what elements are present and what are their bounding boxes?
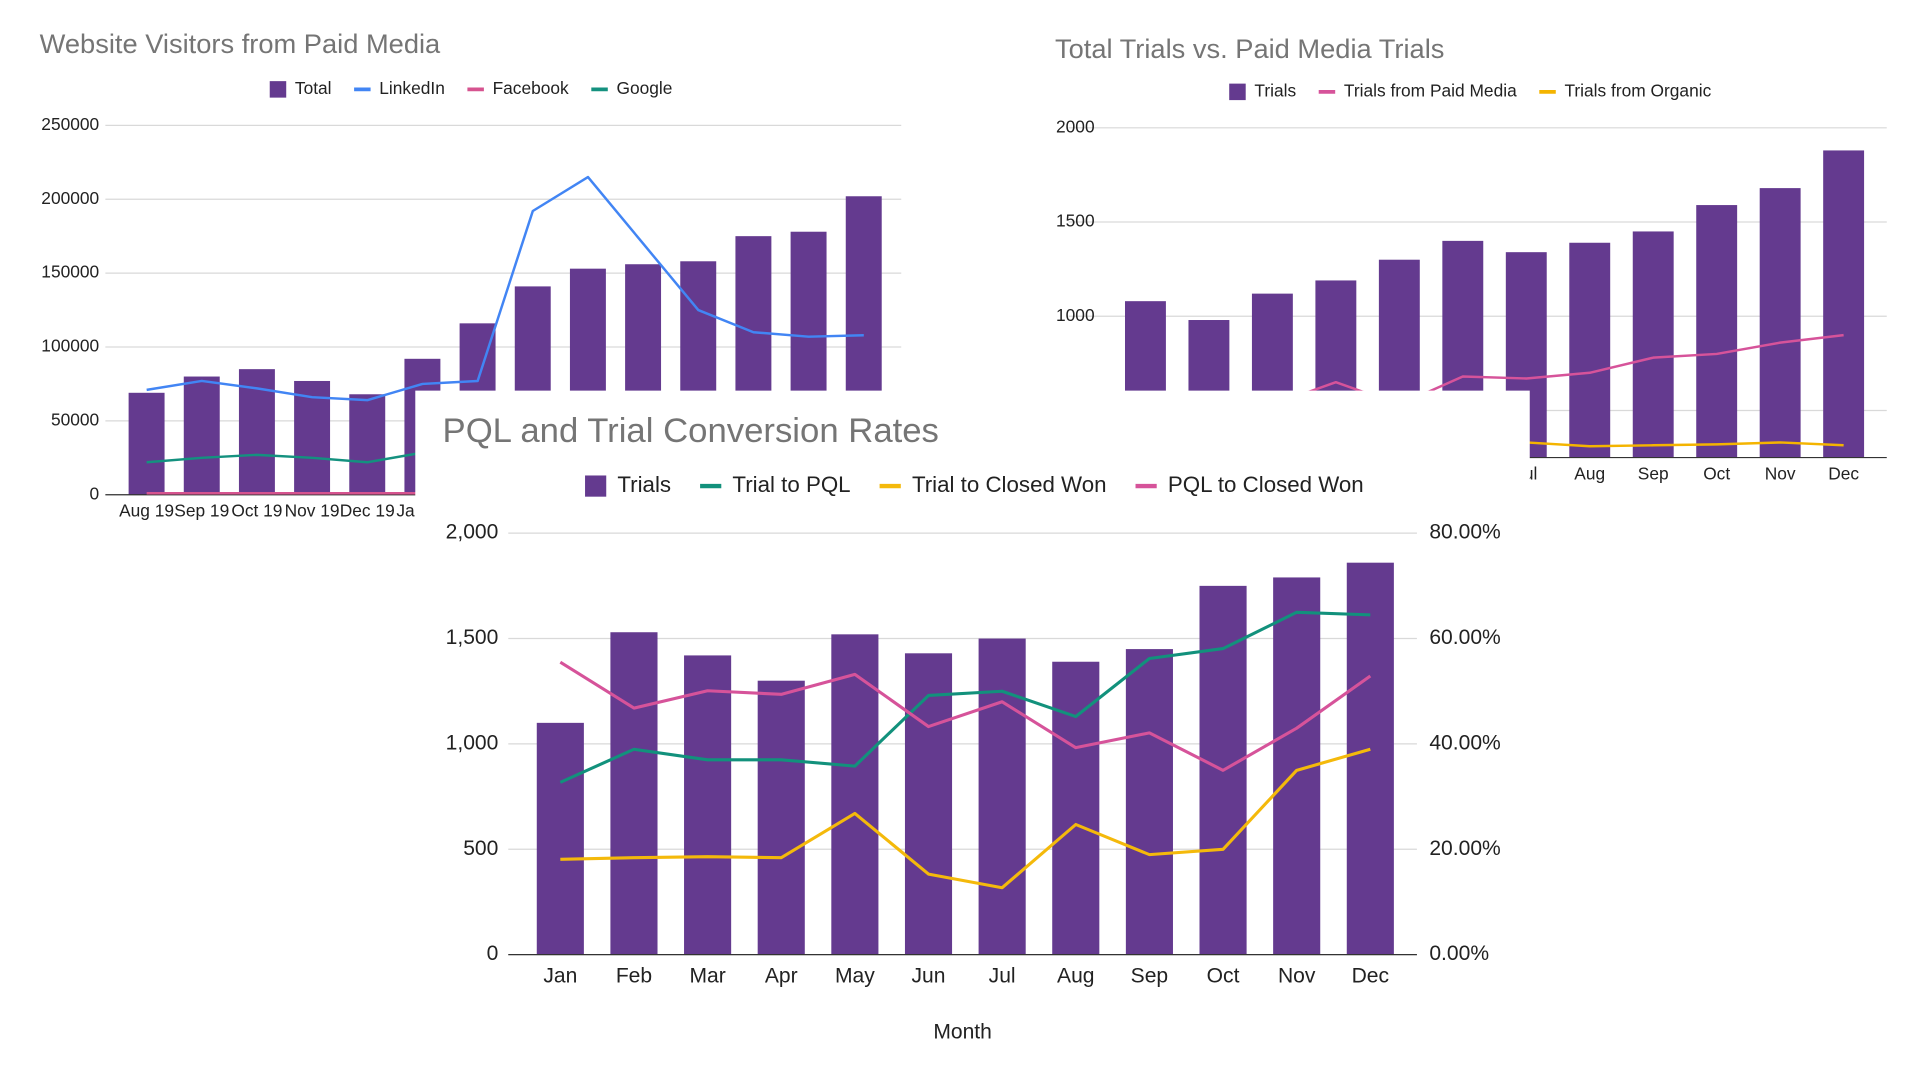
y2-tick-label: 0.00% [1429, 942, 1489, 965]
bar [978, 638, 1026, 955]
y-tick-label: 2,000 [446, 521, 499, 544]
bar [757, 680, 805, 955]
y-tick-label: 250000 [41, 114, 99, 134]
legend: Trials Trials from Paid Media Trials from … [1229, 80, 1712, 101]
x-tick-label: Sep 19 [174, 501, 229, 521]
legend-label: LinkedIn [379, 78, 445, 98]
x-tick-label: Dec [1828, 463, 1859, 483]
y-tick-label: 100000 [41, 336, 99, 356]
bar [294, 380, 331, 495]
x-tick-label: Jun [912, 965, 946, 988]
legend-label: Trial to PQL [732, 472, 850, 497]
x-tick-label: Oct [1703, 463, 1730, 483]
legend-label: Facebook [493, 78, 569, 98]
x-tick-label: Aug 19 [119, 501, 174, 521]
x-tick-label: Jul [989, 965, 1016, 988]
chart-title: Website Visitors from Paid Media [40, 28, 441, 59]
legend-label: Trials from Organic [1564, 80, 1711, 100]
line-series [560, 747, 1371, 890]
x-tick-label: Apr [765, 965, 798, 988]
bar [1696, 205, 1738, 458]
y-tick-label: 0 [487, 942, 499, 965]
y-tick-label: 1,000 [446, 731, 499, 754]
y-tick-label: 1500 [1056, 211, 1095, 231]
x-tick-label: Oct 19 [231, 501, 282, 521]
line-series [146, 451, 423, 464]
legend-label: Total [295, 78, 332, 98]
line-series [559, 660, 1372, 772]
conversion-chart: PQL and Trial Conversion Rates 0 500 1,000 1… [443, 412, 1501, 1043]
legend-label: Trials from Paid Media [1344, 80, 1517, 100]
bar [1125, 649, 1173, 955]
legend-swatch [1229, 83, 1246, 101]
legend-label: Trial to Closed Won [912, 472, 1107, 497]
legend-label: Google [616, 78, 672, 98]
bar [1052, 661, 1100, 955]
y-tick-label: 500 [463, 837, 498, 860]
chart-title: Total Trials vs. Paid Media Trials [1055, 33, 1444, 64]
x-tick-label: May [835, 965, 875, 988]
y-tick-label: 1,500 [446, 626, 499, 649]
y2-tick-label: 40.00% [1429, 731, 1500, 754]
bar [1632, 231, 1674, 458]
bar [684, 655, 732, 955]
y-tick-label: 0 [90, 483, 100, 503]
chart-title: PQL and Trial Conversion Rates [443, 412, 939, 450]
bar [349, 394, 386, 495]
x-tick-label: Aug [1057, 965, 1094, 988]
x-tick-label: Nov 19 [285, 501, 340, 521]
legend: Trials Trial to PQL Trial to Closed Won PQL… [585, 472, 1364, 497]
line-series [146, 175, 864, 402]
x-tick-label: Aug [1574, 463, 1605, 483]
x-tick-label: Oct [1207, 965, 1240, 988]
bar [536, 722, 584, 955]
y-tick-label: 1000 [1056, 305, 1095, 325]
legend-label: Trials [1254, 80, 1296, 100]
bar [1346, 562, 1394, 955]
line-series [559, 610, 1371, 784]
x-tick-label: Nov [1278, 965, 1316, 988]
x-tick-label: Dec [1352, 965, 1389, 988]
y2-tick-label: 80.00% [1429, 521, 1500, 544]
y2-tick-label: 60.00% [1429, 626, 1500, 649]
y-tick-label: 50000 [51, 409, 99, 429]
bar [1823, 150, 1865, 458]
bar [183, 376, 220, 495]
x-tick-label: Feb [616, 965, 652, 988]
legend-label: Trials [617, 472, 671, 497]
front-panel [415, 390, 1530, 1080]
legend: Total LinkedIn Facebook Google [269, 78, 672, 98]
y2-tick-label: 20.00% [1429, 837, 1500, 860]
x-tick-label: Sep [1131, 965, 1168, 988]
bar [1569, 242, 1611, 458]
x-tick-label: Sep [1638, 463, 1669, 483]
x-tick-label: Dec 19 [340, 501, 395, 521]
bar [128, 392, 165, 495]
x-tick-label: Mar [689, 965, 725, 988]
bar [831, 634, 879, 955]
x-tick-label: Nov [1765, 463, 1796, 483]
x-tick-label: Jan [543, 965, 577, 988]
legend-swatch [269, 81, 287, 98]
bar [610, 632, 658, 955]
legend-swatch [585, 475, 607, 497]
bar [904, 653, 953, 955]
legend-label: PQL to Closed Won [1168, 472, 1364, 497]
x-axis-label: Month [933, 1020, 992, 1043]
bar [1759, 188, 1801, 458]
line-series [1526, 441, 1844, 448]
y-tick-label: 2000 [1056, 116, 1095, 136]
y-tick-label: 150000 [41, 262, 99, 282]
y-tick-label: 200000 [41, 188, 99, 208]
